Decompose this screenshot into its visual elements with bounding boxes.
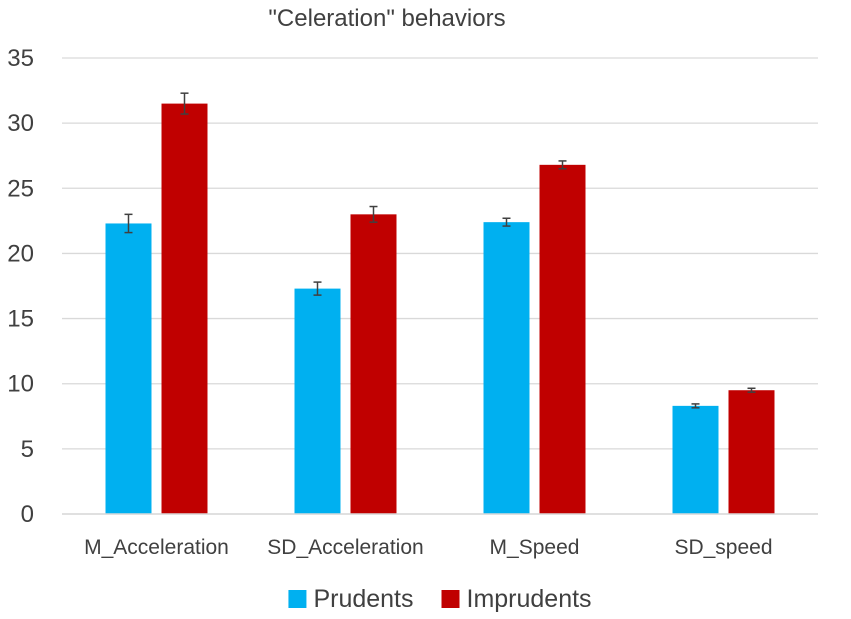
error-bar-imprudents-sd_speed [747,387,756,393]
bar-prudents-sd_acceleration [294,288,341,514]
x-tick-label-sd_acceleration: SD_Acceleration [267,536,423,559]
bar-imprudents-sd_speed [728,390,775,514]
y-tick-label-15: 15 [7,306,34,333]
bar-imprudents-sd_acceleration [350,214,397,515]
y-tick-label-10: 10 [7,371,34,398]
bar-prudents-m_acceleration [105,223,152,514]
error-bar-prudents-m_acceleration [124,213,133,234]
legend-swatch-prudents [288,590,307,608]
y-tick-label-30: 30 [7,110,34,137]
x-axis: M_Acceleration SD_Acceleration M_Speed SD_s… [62,513,818,559]
error-bar-imprudents-m_acceleration [180,92,189,115]
y-tick-label-20: 20 [7,240,34,267]
legend-label-imprudents: Imprudents [467,585,592,613]
bars [105,103,775,515]
error-bar-imprudents-m_speed [558,160,567,170]
bar-imprudents-m_acceleration [161,103,208,514]
y-axis-ticks: 0 5 10 15 20 25 30 35 [7,45,34,528]
bar-prudents-sd_speed [672,405,719,514]
legend: Prudents Imprudents [288,585,592,613]
y-tick-label-0: 0 [21,501,34,528]
legend-label-prudents: Prudents [313,585,413,613]
error-bar-prudents-sd_speed [691,403,700,409]
x-tick-label-m_speed: M_Speed [490,536,580,559]
y-tick-label-25: 25 [7,175,34,202]
y-tick-label-5: 5 [21,436,34,463]
bar-imprudents-m_speed [539,164,586,514]
bar-prudents-m_speed [483,222,530,514]
x-tick-label-m_acceleration: M_Acceleration [84,536,229,559]
x-tick-label-sd_speed: SD_speed [674,536,772,559]
error-bar-imprudents-sd_acceleration [369,205,378,223]
error-bar-prudents-sd_acceleration [313,281,322,296]
y-tick-label-35: 35 [7,45,34,72]
chart-title: "Celeration" behaviors [268,5,505,32]
error-bar-prudents-m_speed [502,217,511,227]
error-bars [124,92,756,409]
legend-swatch-imprudents [441,590,460,608]
